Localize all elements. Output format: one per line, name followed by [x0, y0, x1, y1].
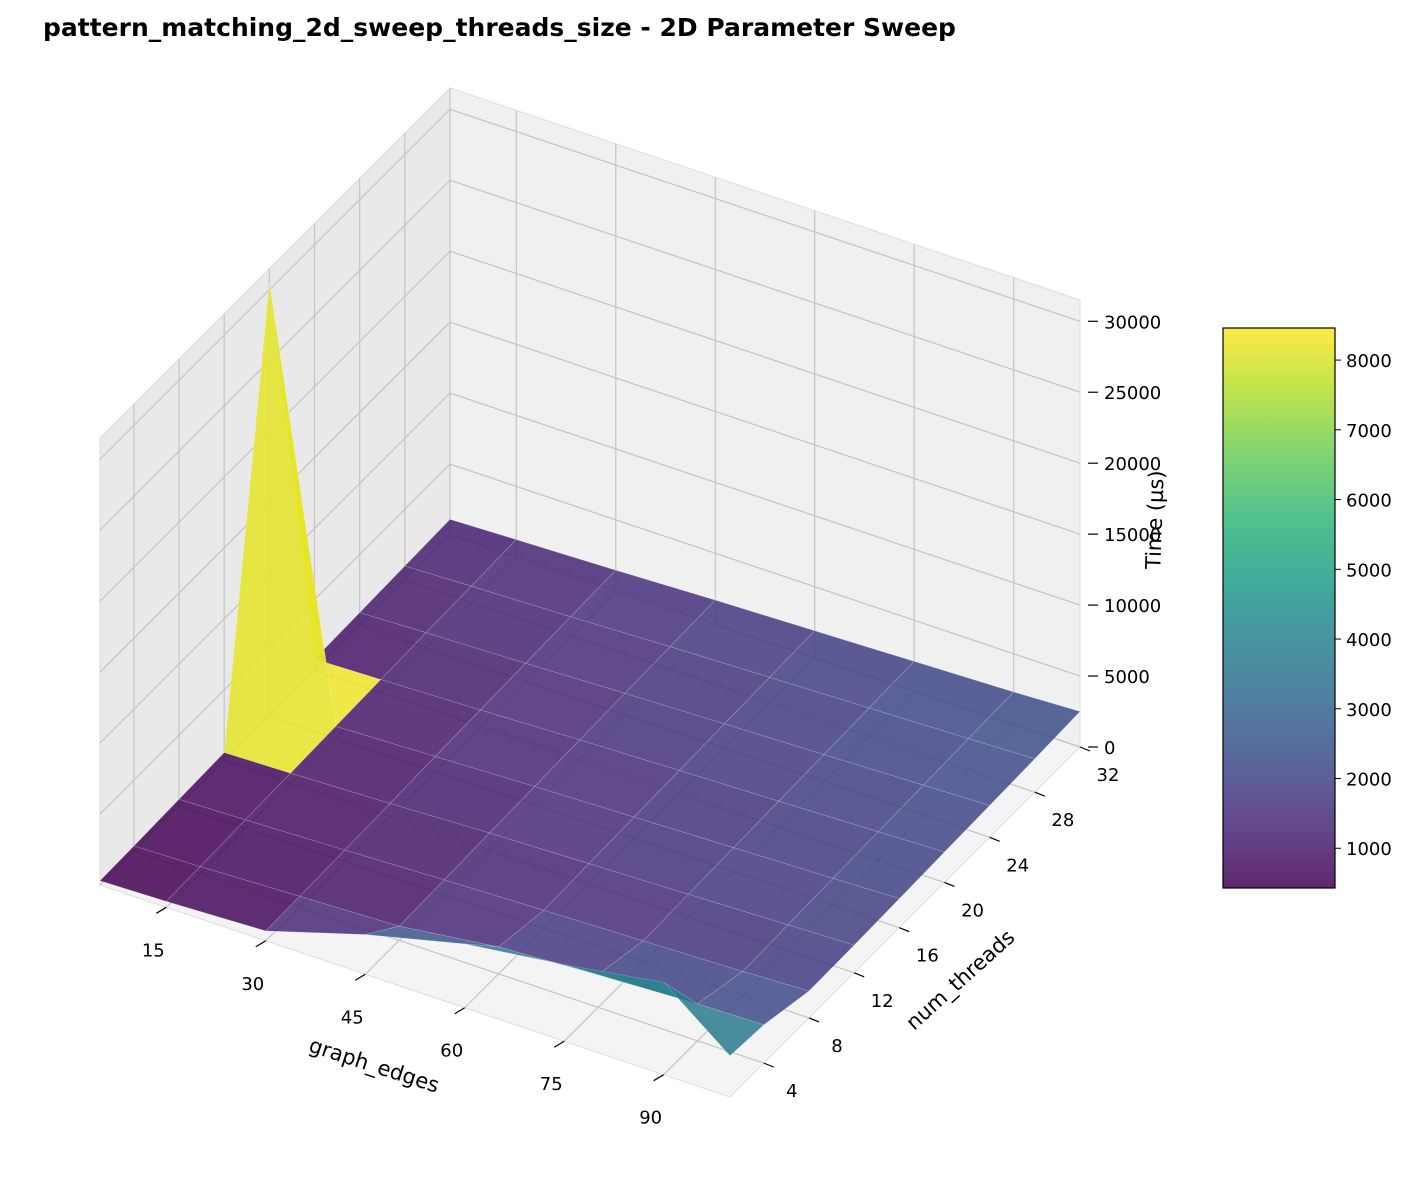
z-tick-label: 10000	[1104, 596, 1161, 617]
x-tick-label: 15	[142, 940, 165, 961]
colorbar	[1222, 327, 1336, 889]
tick-mark	[553, 1040, 565, 1048]
z-tick-label: 5000	[1104, 667, 1150, 688]
grid-line	[449, 463, 1081, 677]
tick-mark	[763, 1062, 775, 1068]
z-tick-label: 25000	[1104, 383, 1161, 404]
z-axis-label: Time (µs)	[1141, 470, 1168, 571]
y-axis-label: num_threads	[901, 925, 1020, 1035]
surface-face	[663, 982, 765, 1057]
colorbar-tick-label: 2000	[1346, 770, 1392, 791]
tick-mark	[808, 1017, 820, 1023]
surface-face	[742, 924, 855, 992]
y-tick-label: 32	[1097, 765, 1120, 786]
tick-mark	[255, 940, 267, 948]
surface-face	[832, 831, 946, 899]
y-tick-label: 28	[1051, 810, 1074, 831]
x-tick-label: 60	[440, 1041, 463, 1062]
y-tick-label: 4	[786, 1081, 797, 1102]
surface-face	[877, 784, 991, 853]
tick-mark	[989, 836, 1000, 842]
y-tick-label: 12	[871, 991, 894, 1012]
z-tick-label: 20000	[1104, 454, 1161, 475]
z-tick-label: 30000	[1104, 312, 1161, 333]
tick-mark	[653, 1074, 664, 1082]
tick-mark	[354, 973, 366, 981]
surface-face	[787, 878, 900, 946]
y-tick-label: 16	[916, 946, 939, 967]
grid-line	[449, 179, 1081, 393]
colorbar-tick-label: 6000	[1346, 491, 1392, 512]
y-tick-label: 24	[1006, 855, 1029, 876]
y-tick-label: 20	[961, 900, 984, 921]
tick-mark	[899, 927, 910, 933]
tick-mark	[1034, 791, 1046, 797]
tick-mark	[853, 972, 865, 978]
colorbar-tick-label: 3000	[1346, 700, 1392, 721]
x-tick-label: 90	[639, 1108, 662, 1129]
x-tick-label: 75	[540, 1074, 563, 1095]
grid-line	[449, 392, 1081, 606]
z-tick-label: 0	[1104, 738, 1115, 759]
tick-mark	[944, 881, 955, 888]
y-tick-label: 8	[831, 1036, 842, 1057]
x-tick-label: 45	[341, 1007, 364, 1028]
colorbar-tick-label: 1000	[1346, 839, 1392, 860]
z-tick-label: 15000	[1104, 525, 1161, 546]
colorbar-tick-label: 5000	[1346, 560, 1392, 581]
colorbar-tick-label: 8000	[1346, 351, 1392, 372]
x-tick-label: 30	[241, 974, 264, 995]
grid-line	[449, 250, 1081, 464]
tick-mark	[1079, 746, 1091, 752]
grid-line	[449, 108, 1081, 322]
chart-title: pattern_matching_2d_sweep_threads_size -…	[43, 13, 956, 42]
colorbar-tick-label: 7000	[1346, 421, 1392, 442]
x-axis-label: graph_edges	[306, 1033, 443, 1099]
tick-mark	[454, 1007, 466, 1015]
surface-face	[922, 738, 1036, 806]
grid-line	[99, 108, 451, 460]
tick-mark	[156, 906, 167, 914]
grid-line	[449, 321, 1081, 535]
colorbar-tick-label: 4000	[1346, 630, 1392, 651]
